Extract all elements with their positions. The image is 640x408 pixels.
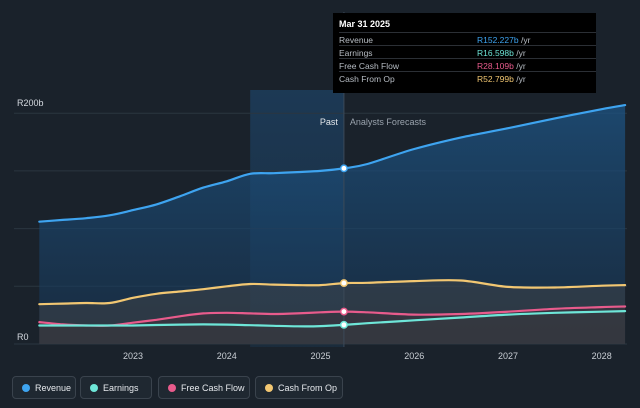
x-tick-label: 2026 — [404, 351, 424, 361]
earnings-marker — [339, 320, 348, 329]
tooltip-label: Free Cash Flow — [339, 61, 399, 71]
legend-item-earnings[interactable]: Earnings — [80, 376, 152, 399]
earnings-line — [38, 310, 627, 328]
tooltip-value: R28.109b /yr — [477, 61, 526, 71]
revenue-marker — [339, 164, 348, 173]
tooltip-row-cash-from-op: Cash From Op R52.799b /yr — [339, 71, 596, 85]
tooltip-label: Revenue — [339, 35, 374, 45]
free-cash-flow-marker — [339, 307, 348, 316]
earnings-area — [39, 311, 626, 344]
legend-label: Free Cash Flow — [181, 383, 245, 393]
tooltip-row-free-cash-flow: Free Cash Flow R28.109b /yr — [339, 58, 596, 72]
x-tick-label: 2027 — [498, 351, 518, 361]
tooltip-row-revenue: Revenue R152.227b /yr — [339, 32, 596, 46]
tooltip-label: Earnings — [339, 48, 373, 58]
y-axis-bottom-label: R0 — [17, 332, 29, 342]
forecast-label: Analysts Forecasts — [350, 117, 427, 127]
legend-item-revenue[interactable]: Revenue — [12, 376, 76, 399]
x-tick-label: 2028 — [592, 351, 612, 361]
tooltip-value: R152.227b /yr — [477, 35, 531, 45]
y-axis-top-label: R200b — [17, 98, 44, 108]
tooltip-value: R16.598b /yr — [477, 48, 526, 58]
past-label: Past — [320, 117, 339, 127]
free-cash-flow-dot-icon — [168, 384, 176, 392]
cash-from-op-marker — [339, 279, 348, 288]
cash-from-op-line — [38, 279, 627, 306]
tooltip: Mar 31 2025 Revenue R152.227b /yr Earnin… — [333, 13, 596, 93]
earnings-dot-icon — [90, 384, 98, 392]
legend-label: Earnings — [103, 383, 139, 393]
revenue-line — [38, 104, 627, 223]
legend-item-free-cash-flow[interactable]: Free Cash Flow — [158, 376, 250, 399]
cash-from-op-dot-icon — [265, 384, 273, 392]
tooltip-label: Cash From Op — [339, 74, 395, 84]
tooltip-value: R52.799b /yr — [477, 74, 526, 84]
tooltip-row-earnings: Earnings R16.598b /yr — [339, 45, 596, 59]
legend-label: Cash From Op — [278, 383, 338, 393]
x-tick-label: 2023 — [123, 351, 143, 361]
legend-item-cash-from-op[interactable]: Cash From Op — [255, 376, 343, 399]
x-tick-label: 2024 — [217, 351, 237, 361]
tooltip-date: Mar 31 2025 — [339, 19, 391, 29]
revenue-area — [39, 105, 626, 344]
revenue-dot-icon — [22, 384, 30, 392]
x-tick-label: 2025 — [310, 351, 330, 361]
legend-label: Revenue — [35, 383, 72, 393]
financials-chart: R200b R0 Past Analysts Forecasts 2023 202… — [14, 12, 627, 361]
